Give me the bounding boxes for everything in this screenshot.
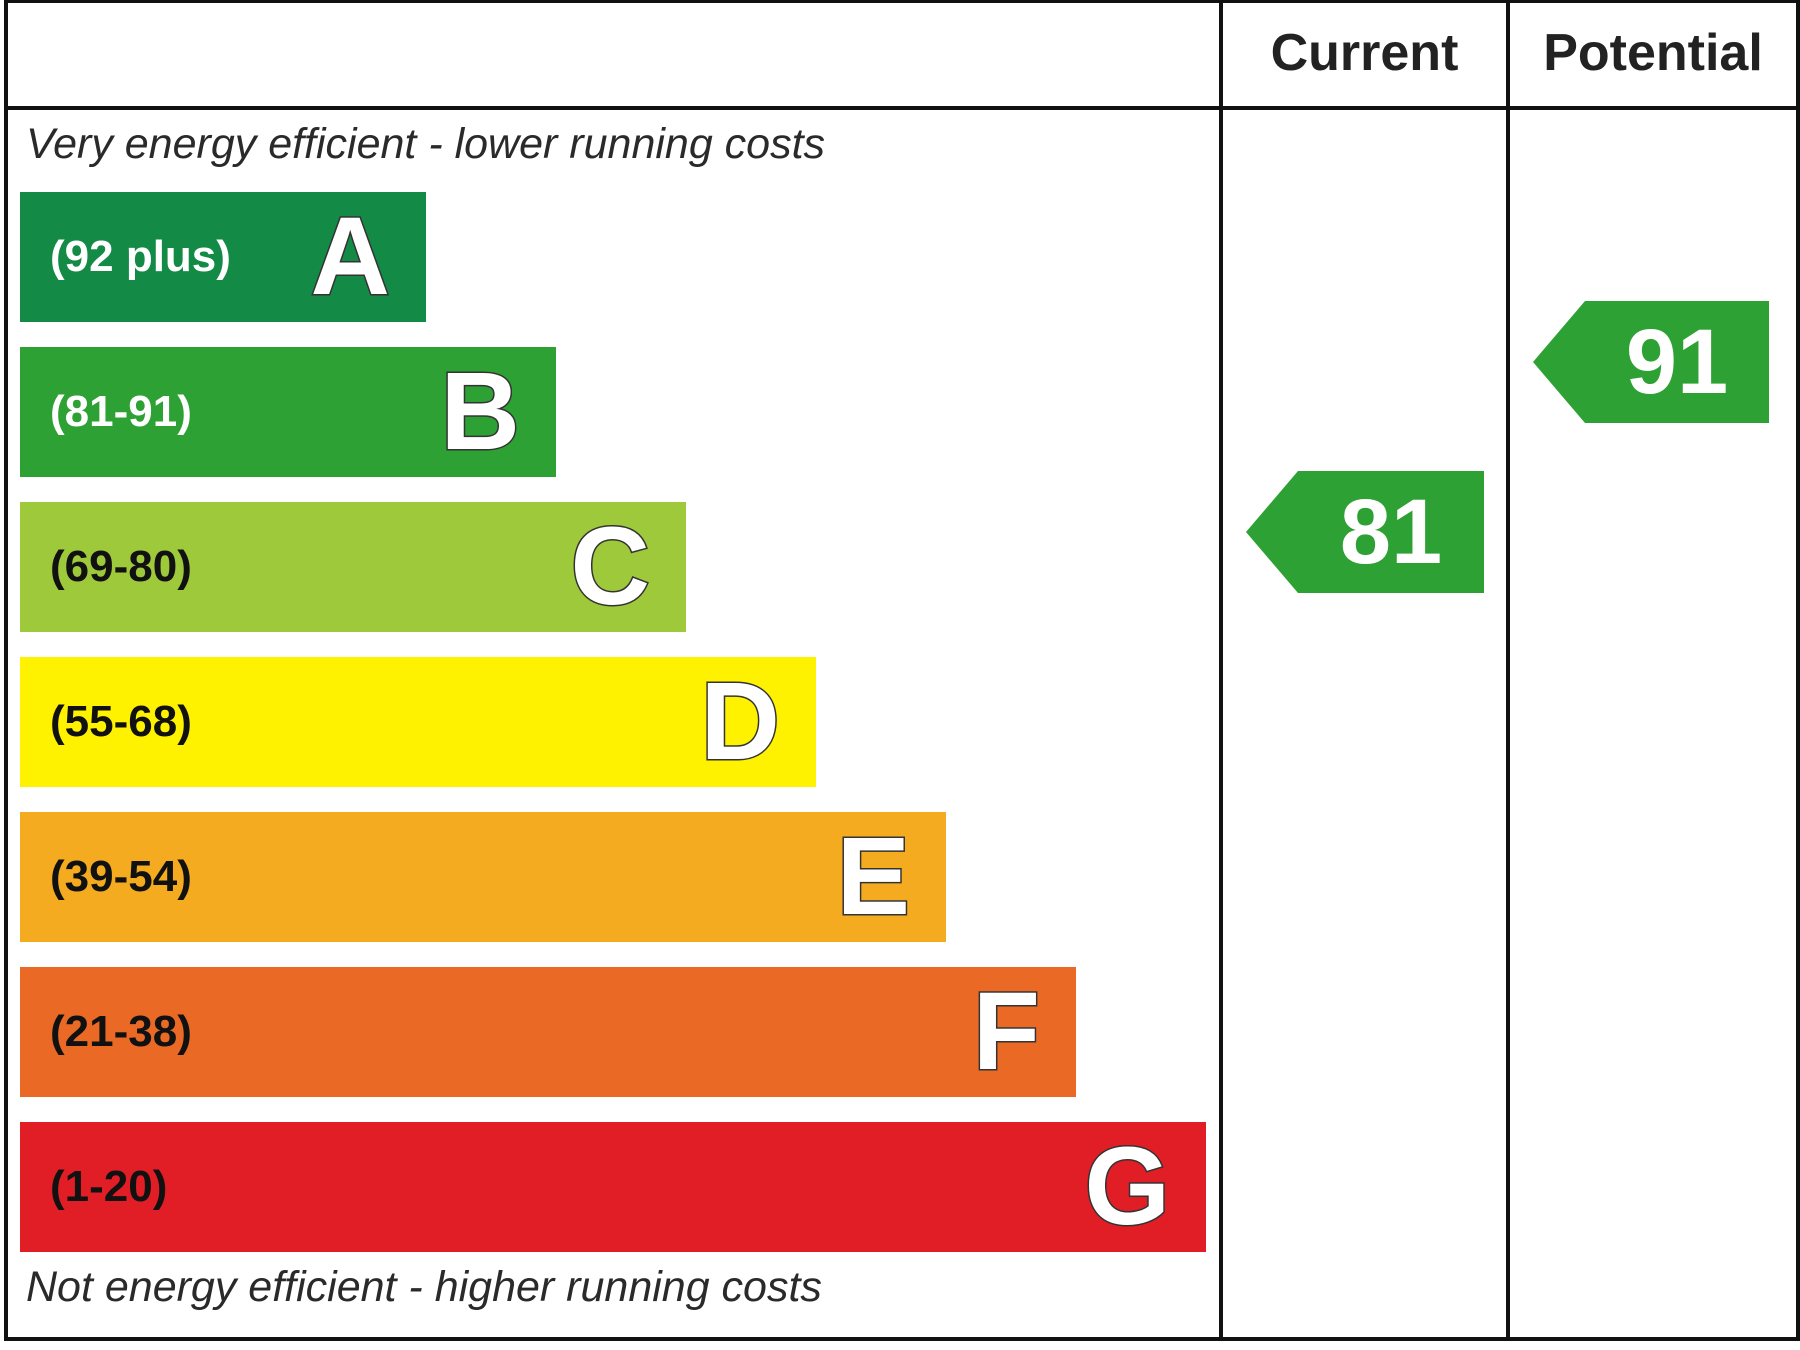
band-e: (39-54) E — [20, 812, 946, 942]
potential-column-divider — [1506, 0, 1510, 1341]
current-header: Current — [1270, 24, 1459, 82]
left-border — [4, 0, 8, 1341]
band-range-label: (92 plus) — [50, 232, 231, 281]
band-g: (1-20) G — [20, 1122, 1206, 1252]
band-c: (69-80) C — [20, 502, 686, 632]
band-f: (21-38) F — [20, 967, 1076, 1097]
band-letter: A — [309, 194, 391, 320]
band-letter: E — [835, 814, 911, 940]
band-letter: G — [1083, 1124, 1172, 1250]
band-letter: F — [971, 969, 1041, 1095]
band-range-label: (81-91) — [50, 387, 192, 436]
current-column-divider — [1219, 0, 1223, 1341]
band-d: (55-68) D — [20, 657, 816, 787]
band-range-label: (55-68) — [50, 697, 192, 746]
band-letter: B — [439, 349, 521, 475]
band-range-label: (39-54) — [50, 852, 192, 901]
band-range-label: (69-80) — [50, 542, 192, 591]
potential-header: Potential — [1543, 24, 1763, 82]
band-letter: D — [699, 659, 781, 785]
current-rating-value: 81 — [1339, 481, 1443, 583]
top-caption: Very energy efficient - lower running co… — [26, 120, 826, 168]
band-a: (92 plus) A — [20, 192, 426, 322]
band-letter: C — [569, 504, 651, 630]
potential-rating-value: 91 — [1625, 311, 1729, 413]
band-range-label: (1-20) — [50, 1162, 168, 1211]
right-border — [1796, 0, 1800, 1341]
current-arrow-shape — [1246, 471, 1484, 593]
top-border — [4, 0, 1800, 3]
potential-arrow-shape — [1533, 301, 1769, 423]
bottom-border — [4, 1337, 1800, 1341]
header-divider — [4, 106, 1800, 110]
band-b: (81-91) B — [20, 347, 556, 477]
band-range-label: (21-38) — [50, 1007, 192, 1056]
bottom-caption: Not energy efficient - higher running co… — [26, 1263, 822, 1311]
